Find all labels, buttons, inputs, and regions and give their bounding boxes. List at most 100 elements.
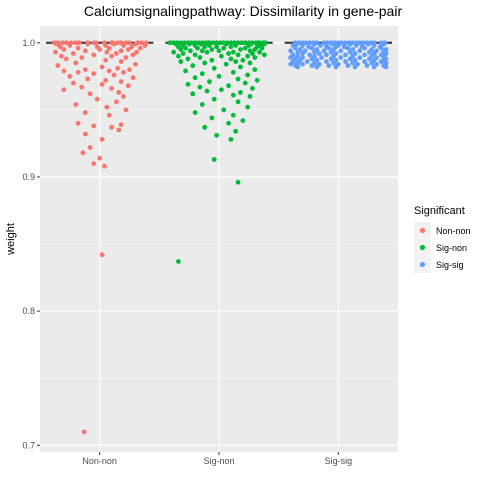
data-point [364, 63, 370, 68]
data-point [218, 53, 224, 59]
data-point [111, 72, 117, 78]
data-point [176, 53, 181, 59]
data-point [226, 120, 231, 126]
data-point [178, 47, 184, 52]
data-point [192, 75, 198, 81]
data-point [130, 52, 136, 58]
data-point [87, 91, 93, 97]
data-point [210, 40, 216, 46]
data-point [333, 64, 339, 70]
data-point [228, 136, 234, 142]
data-point [357, 55, 363, 60]
legend-marker [419, 227, 426, 234]
data-point [79, 84, 85, 90]
data-point [80, 150, 86, 156]
data-point [235, 76, 241, 82]
data-point [192, 52, 198, 58]
data-point [106, 112, 112, 118]
data-point [109, 124, 114, 130]
data-point [204, 88, 210, 94]
data-point [381, 41, 387, 47]
data-point [345, 45, 351, 51]
legend-marker [419, 261, 426, 268]
data-point [116, 90, 122, 95]
data-point [218, 87, 224, 93]
data-point [325, 40, 330, 46]
data-point [109, 53, 114, 59]
data-point [207, 79, 212, 85]
data-point [247, 60, 253, 66]
data-point [259, 45, 265, 51]
data-point [295, 49, 301, 55]
data-point [99, 252, 105, 258]
data-point [192, 110, 198, 115]
data-point [304, 59, 310, 64]
legend-title: Significant [414, 205, 465, 217]
data-point [63, 40, 69, 46]
legend-label: Sig-sig [436, 260, 464, 270]
data-point [118, 59, 124, 64]
data-points [51, 40, 389, 435]
data-point [228, 56, 234, 62]
data-point [214, 132, 220, 138]
data-point [235, 52, 241, 58]
data-point [53, 49, 58, 55]
data-point [121, 43, 126, 48]
data-point [288, 61, 293, 67]
data-point [127, 40, 132, 46]
data-point [331, 60, 336, 66]
data-point [111, 41, 117, 47]
data-point [60, 40, 66, 46]
data-point [242, 45, 248, 51]
data-point [233, 59, 239, 64]
data-point [71, 80, 76, 86]
data-point [123, 107, 129, 113]
data-point [97, 155, 103, 161]
data-point [76, 40, 82, 46]
data-point [178, 59, 184, 64]
data-point [198, 41, 204, 47]
data-point [230, 112, 236, 118]
data-point [209, 115, 215, 121]
data-point [242, 40, 248, 46]
data-point [130, 75, 136, 81]
data-point [216, 48, 222, 54]
data-point [300, 51, 305, 56]
data-point [252, 47, 258, 52]
data-point [199, 71, 205, 77]
data-point [233, 43, 239, 48]
data-point [328, 49, 334, 55]
data-point [211, 65, 217, 71]
data-point [207, 43, 212, 48]
data-point [199, 102, 205, 107]
data-point [133, 61, 138, 67]
data-point [223, 61, 229, 67]
data-point [312, 49, 317, 55]
data-point [343, 59, 348, 64]
data-point [217, 40, 223, 46]
data-point [67, 73, 73, 79]
data-point [195, 45, 200, 51]
data-point [75, 45, 81, 51]
data-point [202, 60, 208, 66]
data-point [360, 40, 366, 46]
legend-items: Non-non Sig-non Sig-sig [414, 222, 471, 273]
data-point [329, 41, 335, 47]
data-point [371, 64, 377, 70]
y-tick-label: 0.8 [22, 306, 35, 316]
data-point [81, 429, 87, 435]
data-point [118, 122, 124, 128]
y-tick-label: 0.7 [22, 440, 35, 450]
data-point [116, 127, 122, 133]
data-point [343, 40, 348, 46]
data-point [190, 63, 196, 68]
data-point [238, 64, 243, 70]
data-point [307, 40, 313, 46]
data-point [369, 60, 375, 66]
data-point [228, 40, 234, 46]
data-point [350, 60, 356, 66]
data-point [171, 49, 177, 55]
data-point [125, 83, 131, 89]
data-point [63, 56, 69, 62]
data-point [102, 163, 107, 169]
